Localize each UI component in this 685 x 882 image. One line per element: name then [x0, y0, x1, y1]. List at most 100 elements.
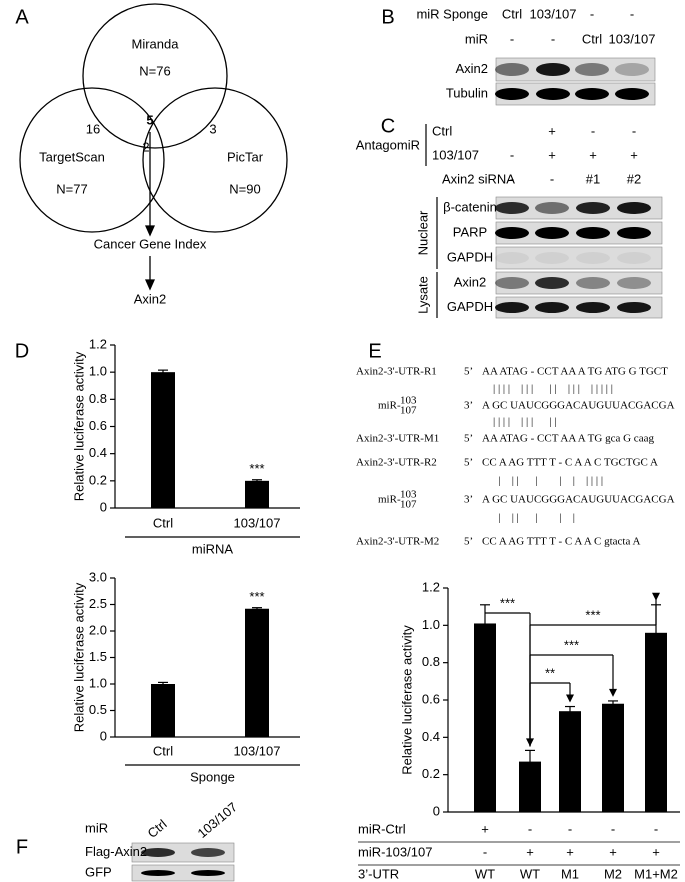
set-size: N=76	[139, 63, 170, 78]
condition-value: +	[609, 844, 617, 859]
y-tick-label: 1.0	[422, 617, 440, 632]
lane-value: +	[630, 147, 638, 162]
condition-value: -	[611, 821, 615, 836]
lane-value: #1	[586, 171, 600, 186]
sequence: CC A AG TTT T - C A A C TGCTGC A	[482, 457, 658, 469]
blot-band	[617, 202, 651, 214]
comparison-label: ***	[500, 595, 515, 610]
sequence: A GC UAUCGGGACAUGUUACGACGA	[482, 400, 675, 412]
blot-band	[495, 277, 529, 289]
blot-band	[576, 302, 610, 313]
sequence: | | | | | | | | | | | | | | | | |	[482, 383, 613, 395]
arrow-head	[566, 694, 574, 703]
y-tick-label: 0.5	[89, 702, 107, 717]
blot-band	[495, 202, 529, 214]
y-axis-label: Relative luciferase activity	[71, 351, 86, 501]
y-tick-label: 0.4	[89, 445, 107, 460]
bar	[474, 623, 496, 812]
blot-band	[575, 63, 609, 76]
lane-value: +	[548, 147, 556, 162]
overlap-count: 5	[146, 112, 153, 127]
y-tick-label: 3.0	[89, 569, 107, 584]
y-tick-label: 1.0	[89, 675, 107, 690]
bar	[559, 711, 581, 812]
set-size: N=77	[56, 181, 87, 196]
strand-end: 3’	[464, 400, 473, 412]
lane-value: -	[510, 171, 514, 186]
sequence: AA ATAG - CCT AA A TG gca G caag	[482, 433, 654, 445]
lane-value: -	[510, 31, 514, 46]
condition-value: +	[526, 844, 534, 859]
y-tick-label: 1.2	[89, 336, 107, 351]
condition-value: +	[481, 821, 489, 836]
lane-value: 103/107	[194, 799, 240, 841]
y-tick-label: 0.2	[89, 472, 107, 487]
blot-band	[617, 302, 651, 313]
blot-strip	[131, 864, 235, 882]
condition-label: miR	[465, 31, 488, 46]
lane-value: -	[591, 123, 595, 138]
blot-band	[535, 302, 569, 313]
blot-band	[615, 63, 649, 76]
strand-end: 5’	[464, 536, 473, 548]
sequence-label: Axin2-3'-UTR-M2	[356, 536, 439, 548]
y-tick-label: 1.5	[89, 649, 107, 664]
venn-circle	[19, 87, 165, 233]
y-tick-label: 0.2	[422, 766, 440, 781]
blot-band	[141, 870, 175, 876]
blot-band	[495, 252, 529, 264]
sequence: | | | | | | | | | |	[482, 475, 603, 487]
condition-label: 103/107	[432, 147, 479, 162]
blot-band	[495, 88, 529, 100]
bar	[151, 684, 175, 737]
bar	[151, 372, 175, 508]
blot-band	[191, 870, 225, 876]
bar	[245, 480, 269, 508]
panel-label: A	[15, 6, 29, 28]
flow-step: Axin2	[134, 291, 167, 306]
venn-circle	[142, 87, 288, 233]
sequence-label: miR-	[378, 400, 401, 412]
band-label: Axin2	[455, 61, 488, 76]
y-tick-label: 0	[100, 728, 107, 743]
bar	[602, 703, 624, 812]
blot-strip	[131, 842, 235, 863]
band-label: PARP	[453, 224, 487, 239]
set-size: N=90	[229, 181, 260, 196]
condition-value: -	[568, 821, 572, 836]
y-axis-label: Relative luciferase activity	[399, 625, 414, 775]
arrow-head	[609, 688, 617, 697]
blot-band	[535, 227, 569, 239]
blot-band	[617, 227, 651, 239]
condition-label: miR	[85, 820, 108, 835]
blot-band	[535, 277, 569, 289]
panel-label: C	[381, 115, 395, 137]
y-tick-label: 0.8	[422, 654, 440, 669]
x-tick-label: 103/107	[234, 743, 281, 758]
panel-label: D	[15, 340, 29, 362]
y-tick-label: 0.8	[89, 391, 107, 406]
sequence-label: Axin2-3'-UTR-R1	[356, 366, 437, 378]
condition-value: +	[652, 844, 660, 859]
sequence-label: 103	[400, 395, 417, 407]
sequence: | | | | | |	[482, 512, 575, 524]
condition-value: WT	[520, 866, 540, 881]
panel-label: F	[16, 836, 28, 858]
bar	[245, 608, 269, 737]
condition-label: 3’-UTR	[358, 866, 399, 881]
y-tick-label: 2.0	[89, 622, 107, 637]
y-tick-label: 1.0	[89, 364, 107, 379]
lane-value: -	[550, 171, 554, 186]
fraction-label: Lysate	[415, 276, 430, 314]
sequence: | | | | | | | | |	[482, 416, 557, 428]
band-label: Flag-Axin2	[85, 844, 147, 859]
lane-value: +	[548, 123, 556, 138]
overlap-count: 3	[209, 121, 216, 136]
venn-circle	[82, 3, 228, 149]
significance: ***	[249, 589, 264, 604]
arrow-head	[652, 592, 660, 601]
sequence: AA ATAG - CCT AA A TG ATG G TGCT	[482, 366, 668, 378]
lane-value: -	[551, 31, 555, 46]
x-tick-label: 103/107	[234, 515, 281, 530]
